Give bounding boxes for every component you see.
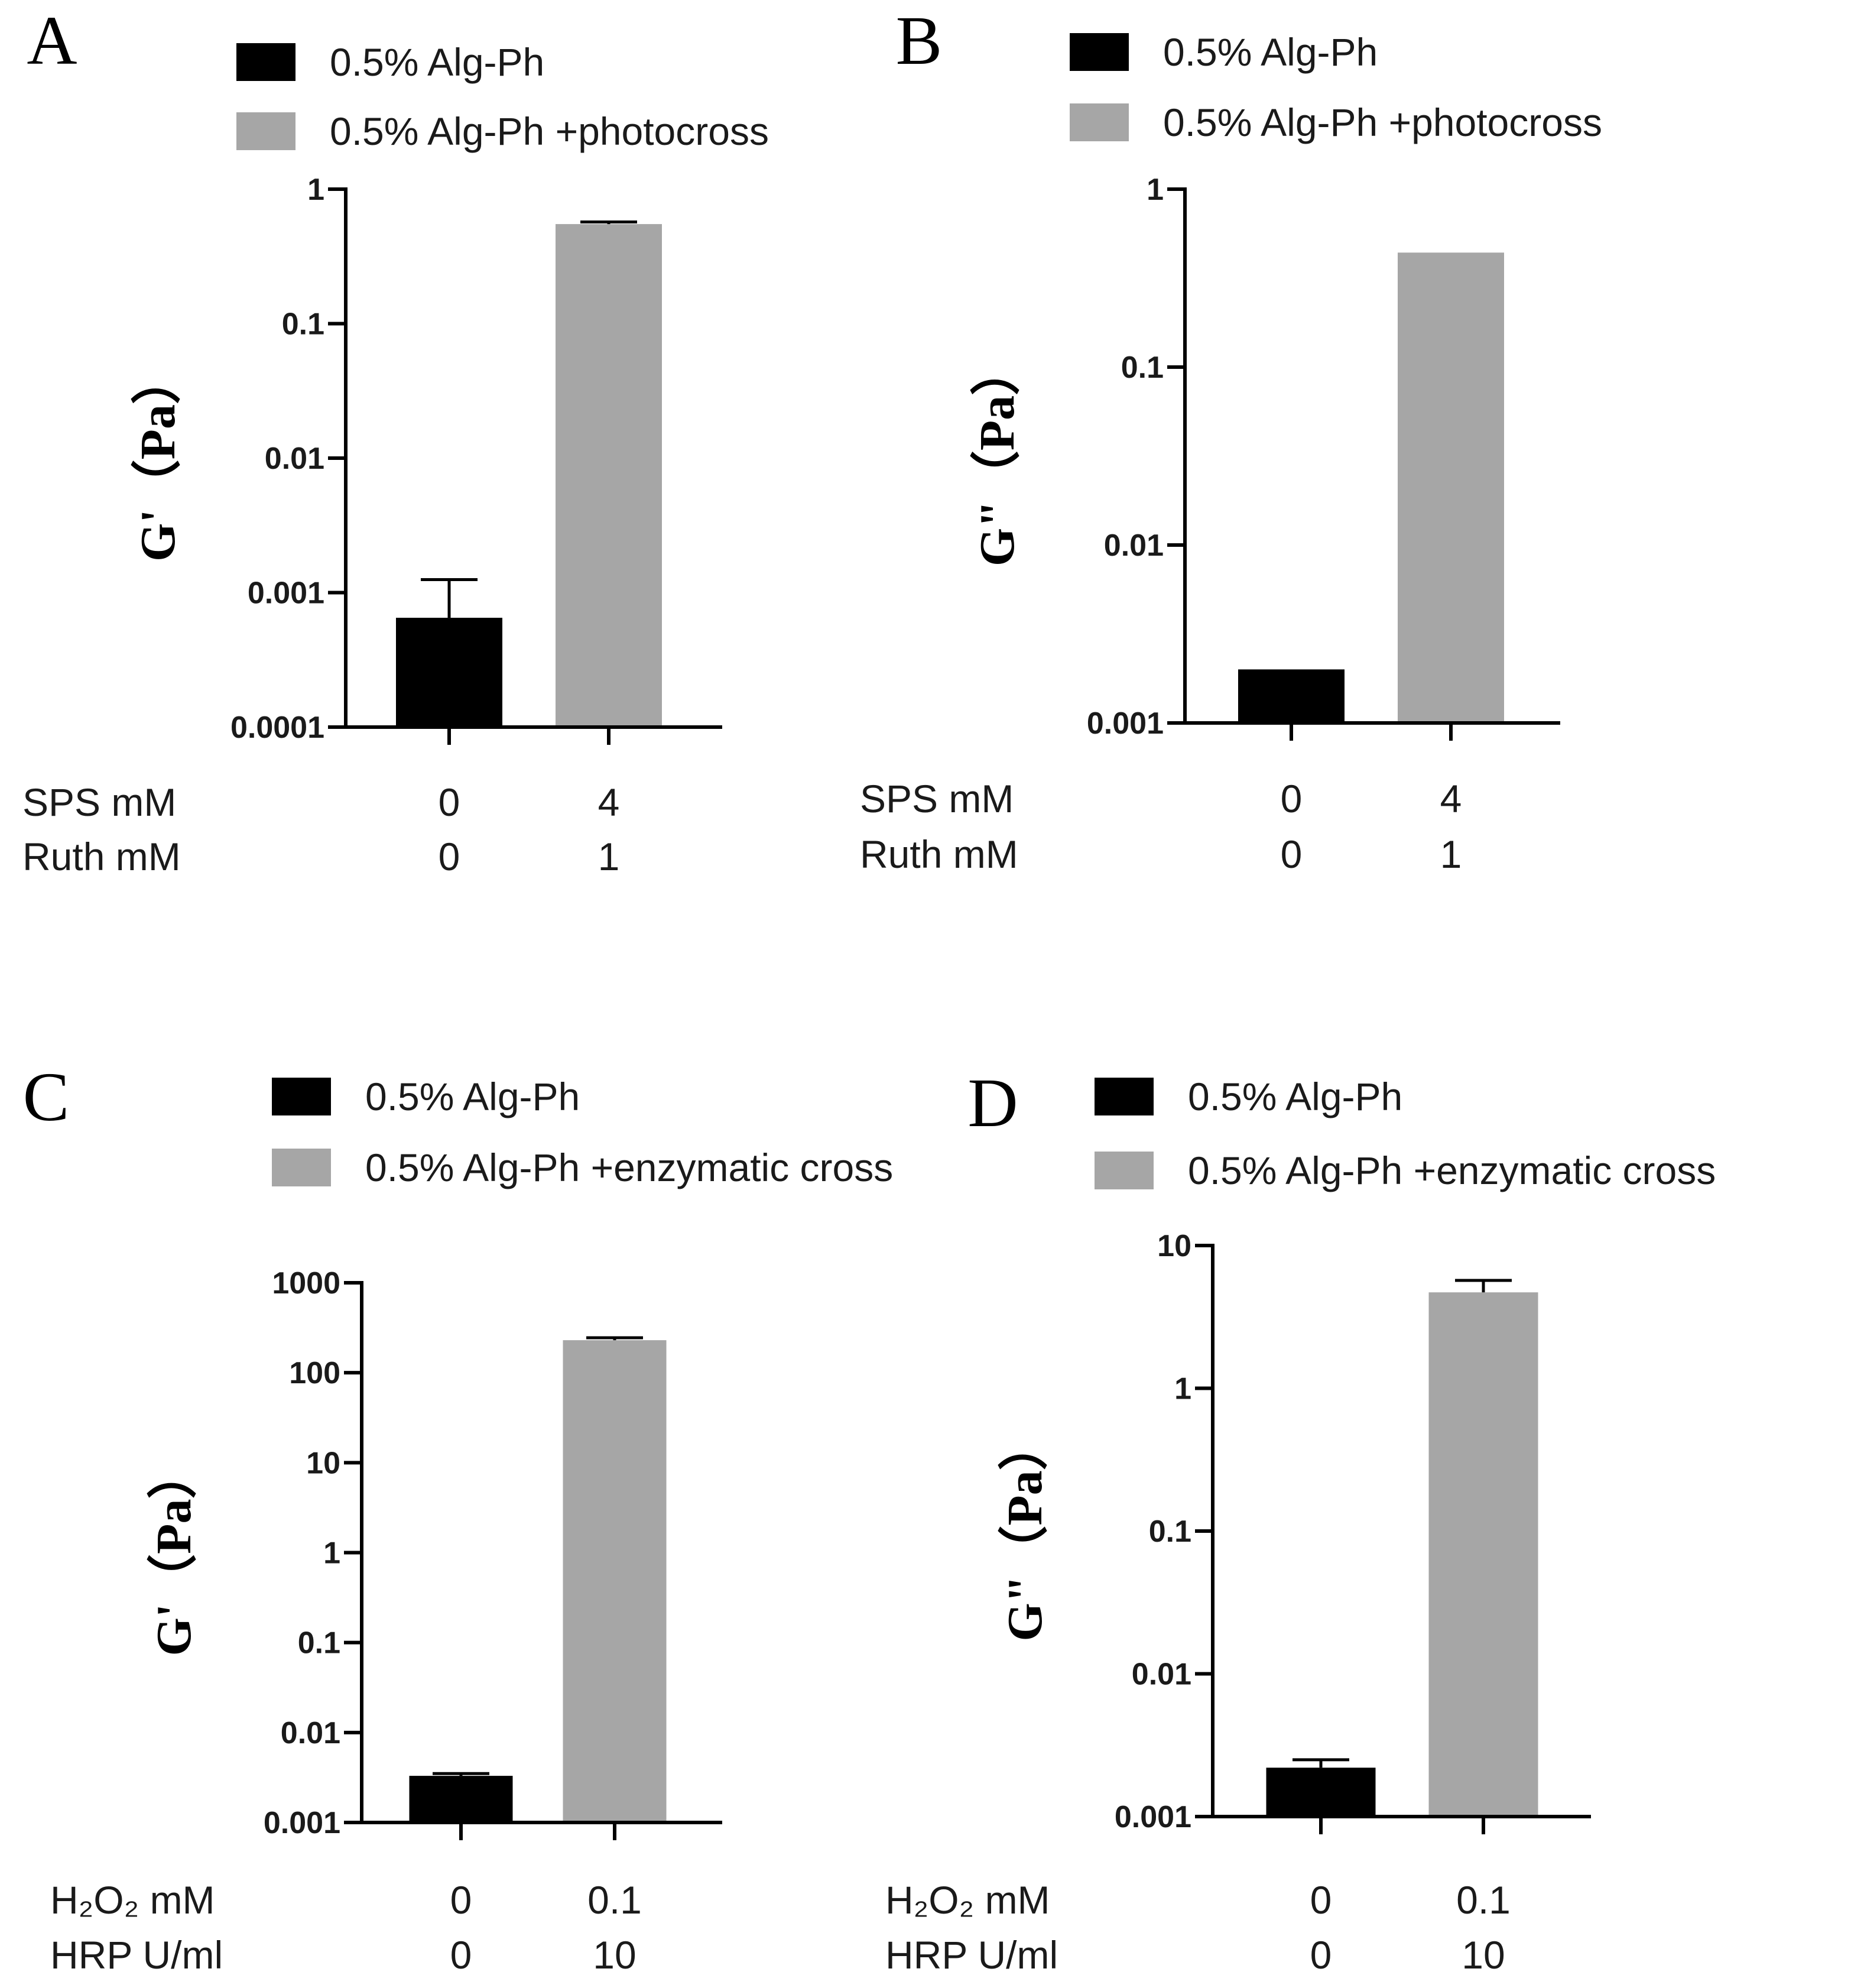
legend-swatch-2 (272, 1149, 331, 1186)
condition-value: 0 (1281, 832, 1303, 876)
y-axis-label: G"（Pa） (970, 346, 1025, 566)
y-tick-label: 0.01 (1132, 1658, 1191, 1692)
y-tick-label: 0.01 (281, 1716, 340, 1750)
panel-label: B (896, 2, 943, 79)
y-tick-label: 0.001 (264, 1806, 340, 1840)
legend-swatch-1 (236, 43, 295, 81)
y-axis-label: G"（Pa） (998, 1421, 1053, 1641)
condition-row-label: H₂O₂ mM (885, 1878, 1050, 1922)
y-tick-label: 0.1 (282, 307, 324, 342)
y-tick-label: 1 (1174, 1372, 1191, 1406)
y-tick-label: 0.1 (298, 1626, 340, 1661)
legend-swatch-1 (272, 1078, 331, 1115)
legend-label-1: 0.5% Alg-Ph (1163, 30, 1378, 74)
panel-label: C (23, 1058, 70, 1136)
y-tick-label: 0.1 (1149, 1514, 1191, 1549)
condition-row-label: H₂O₂ mM (50, 1878, 215, 1922)
condition-value: 10 (1462, 1933, 1505, 1977)
condition-value: 0 (439, 780, 460, 824)
condition-value: 1 (598, 835, 620, 878)
condition-value: 4 (1440, 777, 1462, 821)
condition-row-label: HRP U/ml (885, 1933, 1058, 1977)
condition-value: 0 (1310, 1878, 1332, 1922)
panel-b-chart: B 0.5% Alg-Ph 0.5% Alg-Ph +photocross 0.001… (860, 2, 1602, 876)
y-tick-label: 1 (1147, 173, 1164, 207)
condition-row-label: HRP U/ml (50, 1933, 223, 1977)
condition-row-label: SPS mM (860, 777, 1014, 821)
y-tick-label: 1 (323, 1536, 340, 1571)
legend-swatch-2 (1095, 1152, 1154, 1189)
y-tick-label: 0.001 (1115, 1800, 1191, 1834)
legend-label-1: 0.5% Alg-Ph (330, 40, 544, 84)
y-tick-label: 1 (307, 173, 324, 207)
legend-label-1: 0.5% Alg-Ph (1188, 1075, 1402, 1118)
panel-label: A (27, 2, 77, 79)
legend-label-1: 0.5% Alg-Ph (365, 1075, 580, 1118)
condition-value: 0.1 (587, 1878, 642, 1922)
condition-value: 0 (1281, 777, 1303, 821)
y-axis-label: G'（Pa） (147, 1449, 202, 1656)
y-tick-label: 0.1 (1121, 351, 1164, 385)
panel-a-chart: A 0.5% Alg-Ph 0.5% Alg-Ph +photocross 0.000… (22, 2, 769, 878)
condition-value: 0 (450, 1933, 472, 1977)
bar-1 (1266, 1768, 1376, 1817)
bar-1 (396, 618, 502, 727)
y-axis-label: G'（Pa） (131, 355, 186, 562)
bar-1 (409, 1776, 513, 1822)
condition-row-label: Ruth mM (22, 835, 181, 878)
condition-value: 0.1 (1456, 1878, 1511, 1922)
y-tick-label: 0.0001 (230, 711, 324, 745)
condition-row-label: Ruth mM (860, 832, 1018, 876)
bar-2 (1428, 1292, 1538, 1817)
legend-swatch-1 (1070, 33, 1129, 71)
panel-label: D (967, 1064, 1018, 1141)
legend-label-2: 0.5% Alg-Ph +photocross (330, 109, 769, 153)
condition-value: 0 (1310, 1933, 1332, 1977)
y-tick-label: 0.001 (248, 576, 324, 611)
y-tick-label: 1000 (272, 1266, 340, 1301)
legend-swatch-2 (236, 112, 295, 150)
legend-label-2: 0.5% Alg-Ph +photocross (1163, 100, 1602, 144)
bar-2 (563, 1340, 667, 1822)
panel-d-chart: D 0.5% Alg-Ph 0.5% Alg-Ph +enzymatic cross… (885, 1064, 1716, 1977)
condition-value: 0 (450, 1878, 472, 1922)
condition-value: 0 (439, 835, 460, 878)
condition-value: 1 (1440, 832, 1462, 876)
bar-2 (556, 224, 662, 727)
legend-swatch-2 (1070, 103, 1129, 141)
legend-label-2: 0.5% Alg-Ph +enzymatic cross (1188, 1149, 1716, 1192)
y-tick-label: 0.001 (1087, 706, 1164, 741)
y-tick-label: 0.01 (1104, 528, 1164, 563)
condition-value: 10 (593, 1933, 636, 1977)
condition-value: 4 (598, 780, 620, 824)
y-tick-label: 0.01 (265, 442, 324, 476)
bar-1 (1238, 669, 1345, 723)
bar-2 (1398, 252, 1504, 723)
condition-row-label: SPS mM (22, 780, 176, 824)
y-tick-label: 10 (306, 1446, 340, 1480)
legend-label-2: 0.5% Alg-Ph +enzymatic cross (365, 1146, 893, 1189)
legend-swatch-1 (1095, 1078, 1154, 1115)
y-tick-label: 10 (1157, 1229, 1191, 1263)
panel-c-chart: C 0.5% Alg-Ph 0.5% Alg-Ph +enzymatic cross… (23, 1058, 894, 1977)
y-tick-label: 100 (289, 1356, 340, 1390)
